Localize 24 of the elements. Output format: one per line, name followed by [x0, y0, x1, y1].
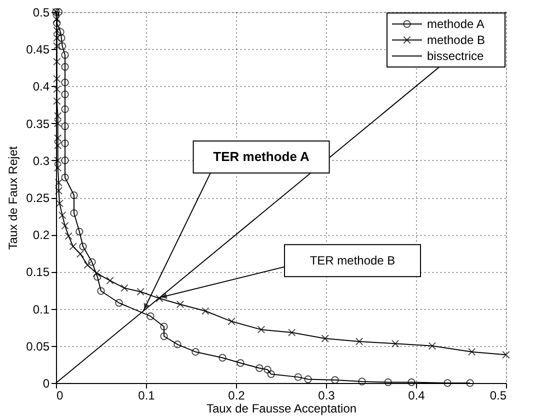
y-tick-label: 0.2	[32, 228, 50, 242]
y-tick-label: 0.4	[32, 80, 50, 94]
y-tick-label: 0.05	[26, 339, 50, 354]
y-axis-title: Taux de Faux Rejet	[6, 146, 20, 250]
y-tick-label: 0.5	[32, 6, 50, 20]
annotation: TER methode B	[310, 254, 396, 268]
x-tick-label: 0.5	[490, 388, 507, 402]
y-tick-label: 0.35	[26, 116, 50, 131]
y-tick-label: 0.15	[26, 265, 50, 280]
legend-label: methode B	[427, 33, 486, 47]
x-tick-label: 0.4	[408, 388, 426, 402]
x-tick-label: 0.1	[138, 388, 156, 402]
legend-label: bissectrice	[427, 49, 484, 63]
y-tick-label: 0.1	[32, 302, 50, 316]
x-axis-title: Taux de Fausse Acceptation	[206, 402, 357, 416]
x-tick-label: 0	[56, 388, 64, 402]
annotation: TER methode A	[213, 149, 310, 164]
y-tick-label: 0.45	[26, 42, 50, 57]
y-tick-label: 0.3	[32, 154, 50, 168]
y-tick-label: 0	[42, 376, 50, 390]
y-tick-label: 0.25	[26, 191, 50, 205]
x-tick-label: 0.3	[318, 388, 336, 402]
legend-label: methode A	[427, 17, 484, 31]
x-tick-label: 0.2	[228, 388, 246, 402]
